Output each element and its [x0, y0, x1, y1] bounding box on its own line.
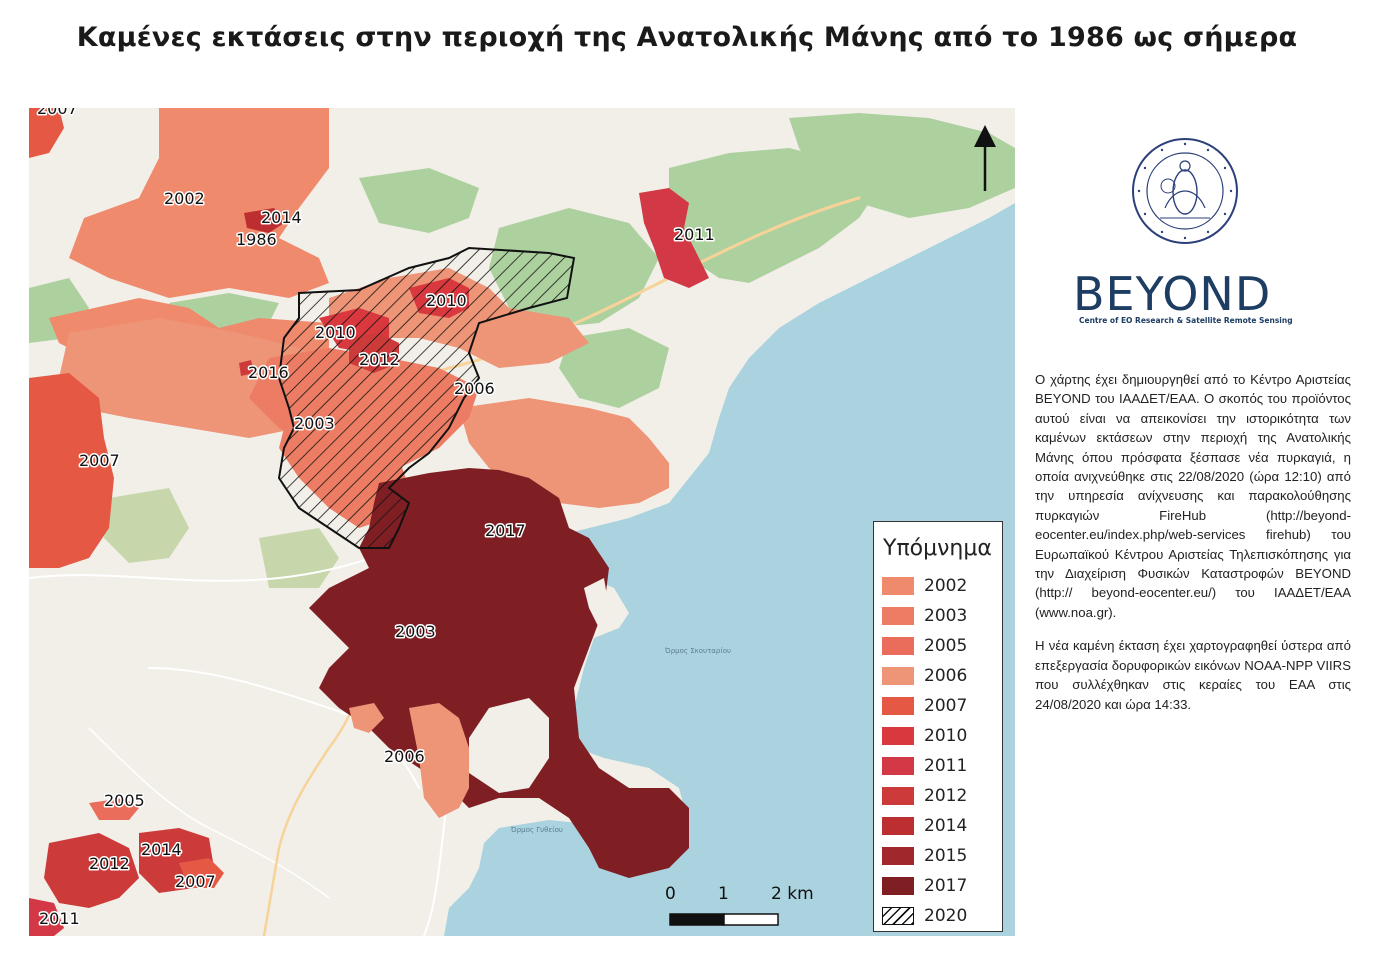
burn-area-2002	[69, 108, 329, 298]
legend-swatch	[882, 817, 914, 835]
region-label-2014: 2014	[261, 208, 302, 227]
burn-area-2016	[239, 360, 254, 376]
region-label-2014: 2014	[141, 840, 182, 859]
legend-label: 2012	[924, 786, 968, 806]
legend-item-2002: 2002	[882, 575, 1000, 597]
burn-area-2007	[29, 373, 114, 568]
beyond-logo-subtitle: Centre of EO Research & Satellite Remote…	[1079, 316, 1293, 325]
sea-area	[444, 108, 1015, 936]
region-label-2011: 2011	[674, 225, 715, 244]
region-label-2011: 2011	[39, 909, 80, 928]
legend-swatch	[882, 907, 914, 925]
legend-label: 2007	[924, 696, 968, 716]
region-label-2010: 2010	[315, 323, 356, 342]
legend-item-2003: 2003	[882, 605, 1000, 627]
region-label-2017: 2017	[485, 521, 526, 540]
north-arrow-icon	[972, 125, 998, 193]
burn-area-2011	[29, 898, 64, 936]
legend-label: 2010	[924, 726, 968, 746]
scale-label-2: 2 km	[771, 884, 814, 904]
beyond-logo: BEYOND Centre of EO Research & Satellite…	[1073, 268, 1303, 330]
region-label-1986: 1986	[236, 230, 277, 249]
observatory-seal-icon	[1130, 136, 1240, 246]
scale-label-1: 1	[718, 884, 729, 904]
legend-item-2006: 2006	[882, 665, 1000, 687]
legend-swatch	[882, 847, 914, 865]
land-island	[469, 698, 549, 793]
legend-item-2005: 2005	[882, 635, 1000, 657]
legend-item-2017: 2017	[882, 875, 1000, 897]
legend-swatch	[882, 697, 914, 715]
legend-item-2012: 2012	[882, 785, 1000, 807]
legend-label: 2003	[924, 606, 968, 626]
legend-label: 2015	[924, 846, 968, 866]
legend-swatch	[882, 607, 914, 625]
region-label-2010: 2010	[426, 291, 467, 310]
region-label-2012: 2012	[359, 350, 400, 369]
legend-swatch	[882, 877, 914, 895]
beyond-logo-word: BEYOND	[1073, 267, 1272, 321]
region-label-2007: 2007	[79, 451, 120, 470]
map-description: Ο χάρτης έχει δημιουργηθεί από το Κέντρο…	[1035, 370, 1351, 728]
region-label-2012: 2012	[89, 854, 130, 873]
region-label-2006: 2006	[454, 379, 495, 398]
burn-area-2006	[349, 703, 384, 733]
legend-item-2020: 2020	[882, 905, 1000, 927]
description-paragraph: Η νέα καμένη έκταση έχει χαρτογραφηθεί ύ…	[1035, 638, 1351, 712]
region-label-2007: 2007	[37, 108, 78, 118]
land-island	[584, 578, 609, 628]
scale-label-0: 0	[665, 884, 676, 904]
legend-swatch	[882, 667, 914, 685]
region-label-2002: 2002	[164, 189, 205, 208]
region-label-2006: 2006	[384, 747, 425, 766]
forest-area	[559, 328, 669, 408]
burn-area-2017	[309, 468, 689, 878]
map-title: Καμένες εκτάσεις στην περιοχή της Ανατολ…	[76, 22, 1298, 53]
scale-bar: 0 1 2 km	[659, 884, 819, 934]
legend-item-2015: 2015	[882, 845, 1000, 867]
legend-item-2014: 2014	[882, 815, 1000, 837]
burn-area-2006	[409, 703, 469, 818]
scrub-area	[104, 488, 189, 563]
legend-swatch	[882, 577, 914, 595]
region-label-2005: 2005	[104, 791, 145, 810]
burn-area-2005	[89, 798, 139, 820]
region-label-2003: 2003	[395, 622, 436, 641]
legend-label: 2006	[924, 666, 968, 686]
legend-swatch	[882, 727, 914, 745]
burn-area-2007	[179, 858, 224, 888]
burn-area-2014	[244, 208, 284, 233]
legend-swatch	[882, 637, 914, 655]
map-canvas[interactable]: 2007 2002 2014 1986 2011 2010 2010 2012 2016 2006…	[29, 108, 1015, 936]
burn-area-2007	[29, 108, 64, 158]
legend-label: 2014	[924, 816, 968, 836]
legend-item-2007: 2007	[882, 695, 1000, 717]
legend-label: 2017	[924, 876, 968, 896]
burn-area-2012	[44, 833, 139, 908]
legend-label: 2020	[924, 906, 968, 926]
legend-item-2010: 2010	[882, 725, 1000, 747]
description-paragraph: Ο χάρτης έχει δημιουργηθεί από το Κέντρο…	[1035, 372, 1351, 620]
region-label-2007: 2007	[175, 872, 216, 891]
legend-item-2011: 2011	[882, 755, 1000, 777]
region-label-2003: 2003	[294, 414, 335, 433]
legend-swatch	[882, 757, 914, 775]
burn-perimeter-2020	[277, 246, 576, 549]
sea-label: Όρμος Γυθείου	[510, 826, 563, 834]
legend-label: 2011	[924, 756, 968, 776]
sea-label: Όρμος Σκουταρίου	[664, 647, 731, 655]
legend-swatch	[882, 787, 914, 805]
legend-label: 2005	[924, 636, 968, 656]
region-label-2016: 2016	[248, 363, 289, 382]
forest-area	[359, 168, 479, 233]
forest-area	[789, 113, 1015, 218]
scrub-area	[259, 528, 339, 588]
burn-area-2011	[639, 188, 709, 288]
legend-title: Υπόμνημα	[883, 536, 992, 561]
map-legend: Υπόμνημα 2002 2003 2005 2006 2007 2010 2011 201…	[873, 521, 1003, 932]
legend-label: 2002	[924, 576, 968, 596]
